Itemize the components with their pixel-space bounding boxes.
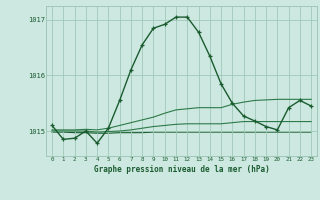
X-axis label: Graphe pression niveau de la mer (hPa): Graphe pression niveau de la mer (hPa): [94, 165, 269, 174]
